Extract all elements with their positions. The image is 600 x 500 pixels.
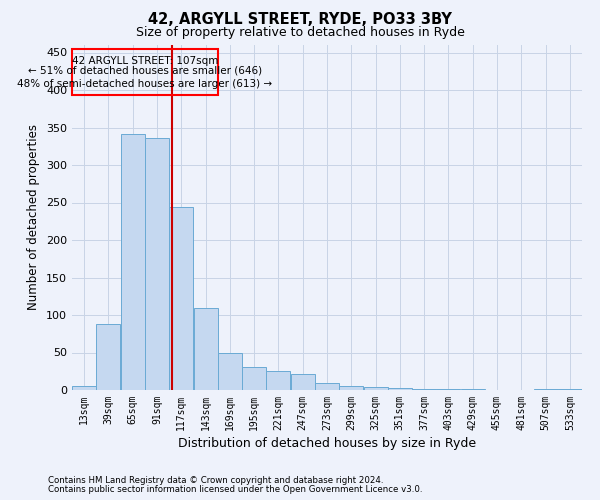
Text: Size of property relative to detached houses in Ryde: Size of property relative to detached ho… [136,26,464,39]
Bar [339,386,363,390]
Bar [194,308,218,390]
Text: 48% of semi-detached houses are larger (613) →: 48% of semi-detached houses are larger (… [17,79,272,89]
Bar [145,138,169,390]
Y-axis label: Number of detached properties: Number of detached properties [28,124,40,310]
Bar [364,387,388,390]
Text: Contains public sector information licensed under the Open Government Licence v3: Contains public sector information licen… [48,484,422,494]
Bar [533,389,557,390]
Text: Contains HM Land Registry data © Crown copyright and database right 2024.: Contains HM Land Registry data © Crown c… [48,476,383,485]
Text: 42, ARGYLL STREET, RYDE, PO33 3BY: 42, ARGYLL STREET, RYDE, PO33 3BY [148,12,452,28]
Bar [169,207,193,390]
Bar [72,49,218,95]
Bar [388,388,412,390]
Bar [72,386,96,390]
Text: ← 51% of detached houses are smaller (646): ← 51% of detached houses are smaller (64… [28,66,262,76]
Bar [242,367,266,390]
Bar [558,388,582,390]
Bar [218,352,242,390]
Bar [291,374,315,390]
Bar [121,134,145,390]
Bar [436,389,460,390]
Text: 42 ARGYLL STREET: 107sqm: 42 ARGYLL STREET: 107sqm [71,56,218,66]
Bar [412,388,436,390]
Bar [315,383,339,390]
Bar [97,324,121,390]
Bar [461,389,485,390]
Bar [266,371,290,390]
X-axis label: Distribution of detached houses by size in Ryde: Distribution of detached houses by size … [178,437,476,450]
